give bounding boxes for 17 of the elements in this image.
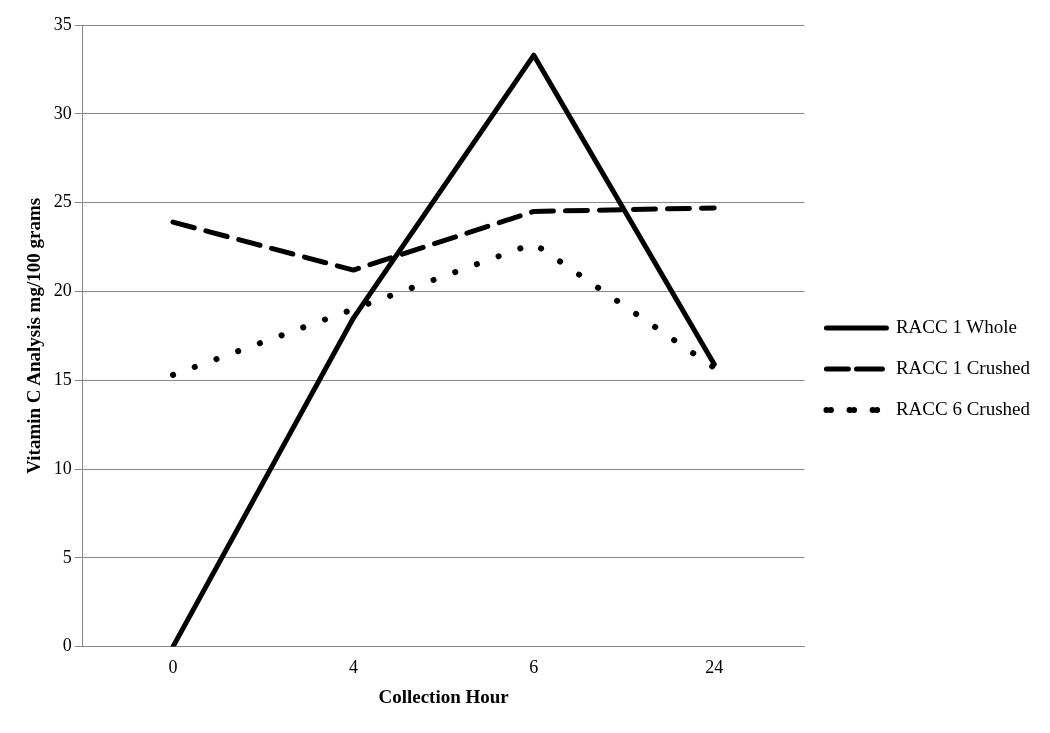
y-tick-label: 35 <box>53 13 72 34</box>
y-tick-label: 0 <box>62 635 72 656</box>
y-tick-label: 30 <box>53 102 72 123</box>
y-tick-label: 5 <box>62 546 72 567</box>
x-tick-label: 6 <box>529 657 539 678</box>
x-tick-label: 24 <box>705 657 724 678</box>
legend-label: RACC 1 Whole <box>895 315 1017 337</box>
x-tick-label: 0 <box>168 657 178 678</box>
y-tick-label: 25 <box>53 191 72 212</box>
legend-label: RACC 1 Crushed <box>895 356 1031 378</box>
x-tick-label: 4 <box>348 657 358 678</box>
y-axis-title: Vitamin C Analysis mg/100 grams <box>23 197 45 474</box>
y-tick-label: 10 <box>53 457 72 478</box>
x-axis-title: Collection Hour <box>378 685 510 707</box>
y-tick-label: 20 <box>53 280 72 301</box>
legend-label: RACC 6 Crushed <box>895 397 1031 419</box>
y-tick-label: 15 <box>53 368 72 389</box>
